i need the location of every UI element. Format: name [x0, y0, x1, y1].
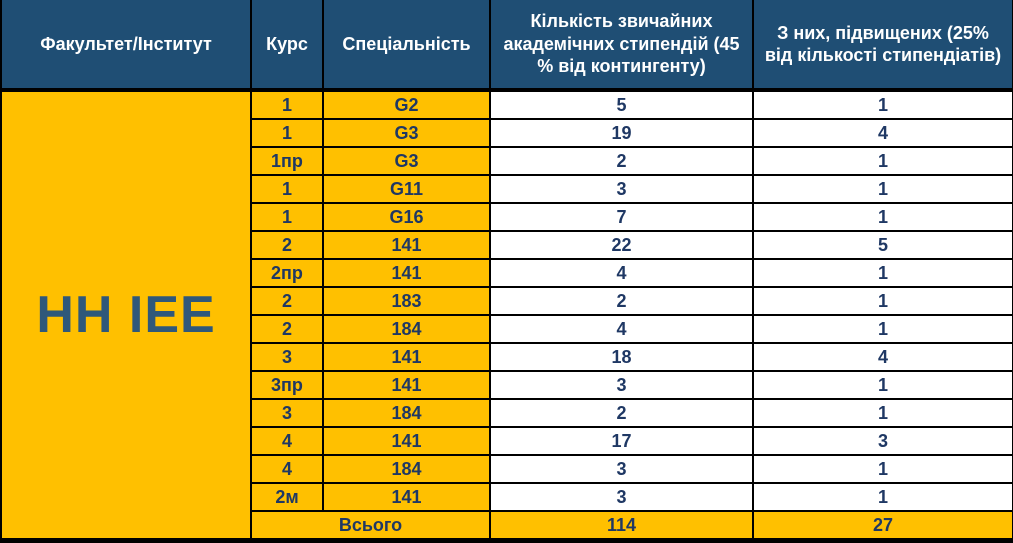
table-row: 2пр 141 4 1	[1, 258, 1013, 288]
specialty-cell: 141	[322, 230, 491, 260]
regular-stipends-cell: 2	[489, 146, 754, 176]
course-cell: 3	[250, 342, 324, 372]
table-row: 2 183 2 1	[1, 286, 1013, 316]
specialty-cell: 141	[322, 342, 491, 372]
table-header: Факультет/Інститут Курс Спеціальність Кі…	[1, 0, 1013, 92]
regular-stipends-cell: 5	[489, 89, 754, 120]
table-row: 1пр G3 2 1	[1, 146, 1013, 176]
course-cell: 2м	[250, 482, 324, 512]
increased-stipends-cell: 1	[752, 370, 1013, 400]
course-cell: 4	[250, 426, 324, 456]
header-faculty: Факультет/Інститут	[1, 0, 252, 92]
specialty-cell: G11	[322, 174, 491, 204]
course-cell: 2	[250, 230, 324, 260]
increased-stipends-cell: 1	[752, 314, 1013, 344]
increased-stipends-cell: 1	[752, 454, 1013, 484]
increased-stipends-cell: 5	[752, 230, 1013, 260]
specialty-cell: 184	[322, 314, 491, 344]
specialty-cell: 184	[322, 398, 491, 428]
course-cell: 2	[250, 286, 324, 316]
increased-stipends-cell: 1	[752, 398, 1013, 428]
course-cell: 3	[250, 398, 324, 428]
regular-stipends-cell: 3	[489, 482, 754, 512]
specialty-cell: G3	[322, 118, 491, 148]
table-row: 2 184 4 1	[1, 314, 1013, 344]
regular-stipends-cell: 2	[489, 286, 754, 316]
header-regular-stipends: Кількість звичайних академічних стипенді…	[489, 0, 754, 92]
course-cell: 1пр	[250, 146, 324, 176]
table-row: 3 184 2 1	[1, 398, 1013, 428]
header-row: Факультет/Інститут Курс Спеціальність Кі…	[1, 0, 1013, 92]
table-row: 3пр 141 3 1	[1, 370, 1013, 400]
increased-stipends-cell: 1	[752, 146, 1013, 176]
course-cell: 3пр	[250, 370, 324, 400]
table-row: 4 184 3 1	[1, 454, 1013, 484]
course-cell: 1	[250, 202, 324, 232]
specialty-cell: 141	[322, 482, 491, 512]
regular-stipends-cell: 18	[489, 342, 754, 372]
table-row: 4 141 17 3	[1, 426, 1013, 456]
specialty-cell: 141	[322, 370, 491, 400]
increased-stipends-cell: 1	[752, 202, 1013, 232]
table-row: 1 G3 19 4	[1, 118, 1013, 148]
increased-stipends-cell: 4	[752, 342, 1013, 372]
total-regular-cell: 114	[489, 510, 754, 542]
specialty-cell: 184	[322, 454, 491, 484]
specialty-cell: G2	[322, 89, 491, 120]
table-body: НН ІЕЕ 1 G2 5 1 1 G3 19 4 1пр G3 2 1 1 G11 3 1 1 G16 7 1 2 141…	[0, 89, 1013, 542]
regular-stipends-cell: 3	[489, 454, 754, 484]
regular-stipends-cell: 17	[489, 426, 754, 456]
increased-stipends-cell: 1	[752, 258, 1013, 288]
course-cell: 1	[250, 89, 324, 120]
header-course: Курс	[250, 0, 324, 92]
course-cell: 1	[250, 174, 324, 204]
header-increased-stipends: З них, підвищених (25% від кількості сти…	[752, 0, 1013, 92]
course-cell: 2пр	[250, 258, 324, 288]
faculty-cell: НН ІЕЕ	[0, 89, 252, 542]
table-row: 2м 141 3 1	[1, 482, 1013, 512]
specialty-cell: 141	[322, 426, 491, 456]
specialty-cell: 183	[322, 286, 491, 316]
total-label-cell: Всього	[250, 510, 491, 542]
specialty-cell: 141	[322, 258, 491, 288]
regular-stipends-cell: 3	[489, 174, 754, 204]
regular-stipends-cell: 2	[489, 398, 754, 428]
specialty-cell: G3	[322, 146, 491, 176]
regular-stipends-cell: 7	[489, 202, 754, 232]
regular-stipends-cell: 22	[489, 230, 754, 260]
regular-stipends-cell: 3	[489, 370, 754, 400]
increased-stipends-cell: 1	[752, 89, 1013, 120]
regular-stipends-cell: 19	[489, 118, 754, 148]
course-cell: 1	[250, 118, 324, 148]
table-row: НН ІЕЕ 1 G2 5 1	[0, 89, 1013, 542]
regular-stipends-cell: 4	[489, 258, 754, 288]
header-specialty: Спеціальність	[322, 0, 491, 92]
table-row: 1 G16 7 1	[1, 202, 1013, 232]
total-increased-cell: 27	[752, 510, 1013, 542]
course-cell: 4	[250, 454, 324, 484]
table-row: 2 141 22 5	[1, 230, 1013, 260]
course-cell: 2	[250, 314, 324, 344]
increased-stipends-cell: 1	[752, 286, 1013, 316]
increased-stipends-cell: 4	[752, 118, 1013, 148]
increased-stipends-cell: 3	[752, 426, 1013, 456]
increased-stipends-cell: 1	[752, 482, 1013, 512]
increased-stipends-cell: 1	[752, 174, 1013, 204]
specialty-cell: G16	[322, 202, 491, 232]
table-row: 3 141 18 4	[1, 342, 1013, 372]
regular-stipends-cell: 4	[489, 314, 754, 344]
table-row: 1 G11 3 1	[1, 174, 1013, 204]
